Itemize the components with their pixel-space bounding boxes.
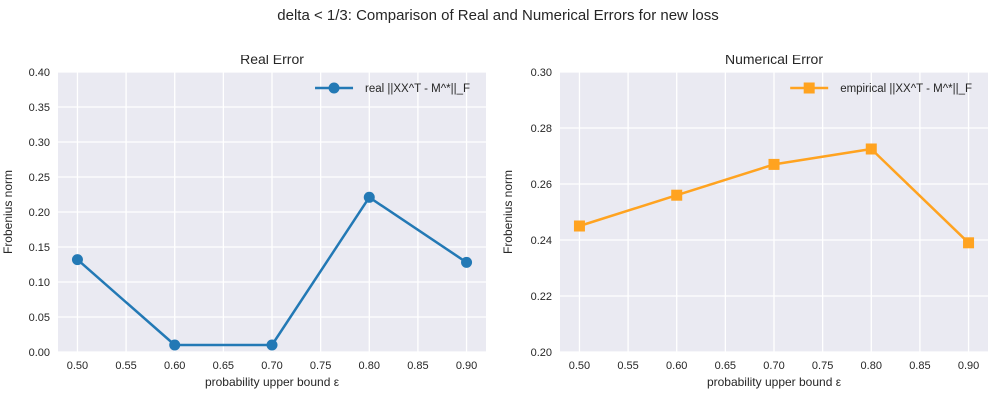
y-axis-label: Frobenius norm [1, 170, 15, 254]
y-tick-label: 0.35 [29, 102, 50, 114]
data-point-marker [671, 189, 683, 201]
y-tick-label: 0.00 [29, 347, 50, 359]
legend-label: real ||XX^T - M^*||_F [365, 83, 470, 95]
y-tick-label: 0.28 [531, 123, 552, 135]
legend-marker [328, 82, 340, 94]
y-tick-label: 0.10 [29, 277, 50, 289]
y-tick-label: 0.20 [531, 347, 552, 359]
y-tick-label: 0.30 [531, 67, 552, 79]
y-tick-label: 0.26 [531, 179, 552, 191]
numerical-error-chart: 0.50 0.55 0.60 0.65 0.70 0.75 0.80 0.85 0.90 0.20… [501, 55, 988, 389]
x-tick-label: 0.70 [763, 360, 784, 372]
data-point-marker [461, 256, 473, 268]
x-tick-label: 0.60 [666, 360, 687, 372]
x-tick-label: 0.50 [569, 360, 590, 372]
x-tick-label: 0.55 [617, 360, 638, 372]
y-tick-label: 0.05 [29, 312, 50, 324]
y-tick-label: 0.30 [29, 137, 50, 149]
x-tick-label: 0.80 [359, 360, 380, 372]
x-axis-label: probability upper bound ε [707, 375, 842, 389]
x-tick-label: 0.75 [310, 360, 331, 372]
figure-title: delta < 1/3: Comparison of Real and Nume… [277, 7, 719, 24]
x-tick-label: 0.55 [115, 360, 136, 372]
y-tick-label: 0.15 [29, 242, 50, 254]
data-point-marker [71, 254, 83, 266]
x-axis-label: probability upper bound ε [205, 375, 340, 389]
y-tick-label: 0.20 [29, 207, 50, 219]
x-tick-label: 0.50 [67, 360, 88, 372]
y-tick-label: 0.40 [29, 67, 50, 79]
x-tick-label: 0.60 [164, 360, 185, 372]
data-point-marker [865, 143, 877, 155]
x-tick-label: 0.70 [261, 360, 282, 372]
y-axis-label: Frobenius norm [501, 170, 515, 254]
data-point-marker [573, 220, 585, 232]
x-tick-label: 0.65 [213, 360, 234, 372]
y-tick-label: 0.25 [29, 172, 50, 184]
legend-marker [803, 82, 815, 94]
x-tick-label: 0.75 [812, 360, 833, 372]
data-point-marker [768, 158, 780, 170]
real-error-chart: 0.50 0.55 0.60 0.65 0.70 0.75 0.80 0.85 0.90 0.00… [1, 55, 486, 389]
y-tick-label: 0.22 [531, 291, 552, 303]
legend-label: empirical ||XX^T - M^*||_F [840, 83, 972, 95]
data-point-marker [169, 339, 181, 351]
x-tick-label: 0.65 [715, 360, 736, 372]
chart-title: Numerical Error [725, 55, 823, 67]
y-tick-label: 0.24 [531, 235, 552, 247]
x-tick-label: 0.90 [456, 360, 477, 372]
chart-title: Real Error [240, 55, 304, 67]
x-tick-label: 0.80 [861, 360, 882, 372]
x-tick-label: 0.85 [407, 360, 428, 372]
data-point-marker [363, 191, 375, 203]
x-tick-label: 0.85 [909, 360, 930, 372]
x-tick-label: 0.90 [958, 360, 979, 372]
data-point-marker [266, 339, 278, 351]
data-point-marker [963, 237, 975, 249]
